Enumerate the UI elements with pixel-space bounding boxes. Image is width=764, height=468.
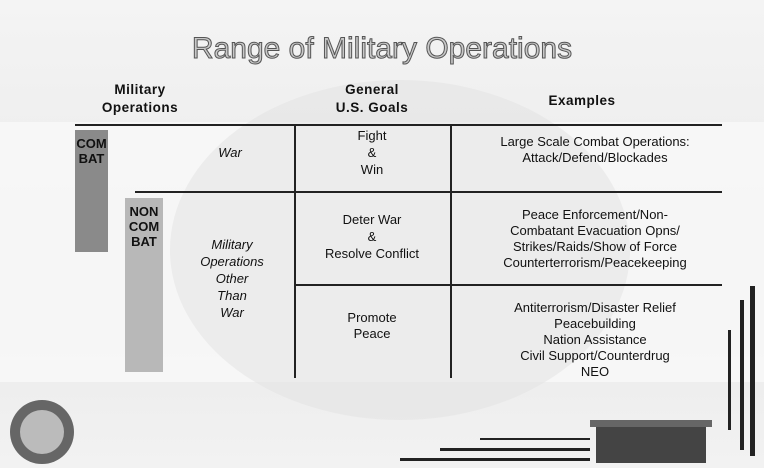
combat-label: COMBAT [75,130,108,252]
goal: & [367,229,377,244]
operation: Than [217,288,247,303]
operation: Other [215,271,249,286]
header: General [345,82,399,97]
bar [750,286,755,456]
globe [170,80,630,420]
title: Range of Military Operations [191,32,573,66]
rule [295,284,722,286]
header: Operations [101,100,179,115]
operation: War [220,305,244,320]
operation: Operations [200,254,264,269]
rule [135,191,722,193]
operation: War [218,145,242,160]
example: Strikes/Raids/Show of Force [512,239,678,254]
header: U.S. Goals [335,100,409,115]
header: Examples [548,93,616,108]
example: Peacebuilding [554,316,636,331]
rule [75,124,722,126]
building [596,425,706,463]
bar [480,438,590,440]
bar [400,458,590,461]
goal: Promote [347,310,397,325]
noncombat-label: NONCOMBAT [125,198,163,372]
bar [728,330,731,430]
bar [740,300,744,450]
example: Peace Enforcement/Non- [522,207,668,222]
example: Civil Support/Counterdrug [520,348,670,363]
header: Military [114,82,166,97]
example: Combatant Evacuation Opns/ [510,223,680,238]
example: Counterterrorism/Peacekeeping [503,255,687,270]
example: Large Scale Combat Operations: [500,134,690,149]
goal: & [367,145,377,160]
goal: Peace [353,326,391,341]
example: Nation Assistance [543,332,647,347]
seal-inner [20,410,64,454]
bar [440,448,590,451]
example: Attack/Defend/Blockades [522,150,668,165]
goal: Win [360,162,384,177]
rule [450,124,452,378]
operation: Military [211,237,253,252]
goal: Resolve Conflict [325,246,419,261]
example: NEO [580,364,610,379]
building-roof [590,420,712,427]
goal: Deter War [342,212,402,227]
example: Antiterrorism/Disaster Relief [514,300,676,315]
rule [294,124,296,378]
goal: Fight [357,128,387,143]
